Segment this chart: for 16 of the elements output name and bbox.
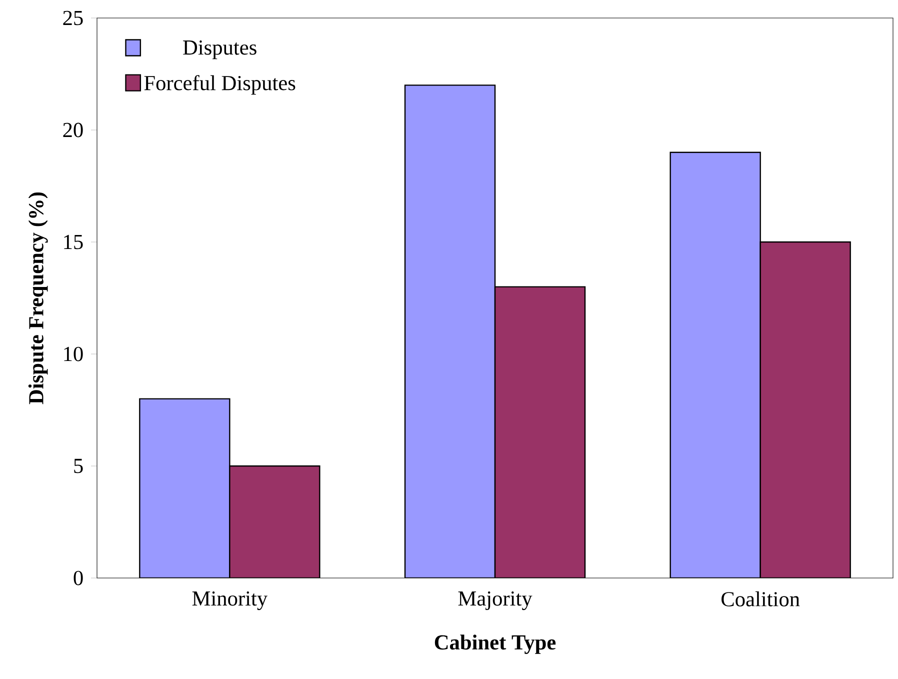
x-tick-label: Minority <box>192 591 268 610</box>
x-axis-title: Cabinet Type <box>434 634 556 654</box>
y-tick-label: 15 <box>64 234 83 250</box>
y-tick-label: 20 <box>63 122 83 138</box>
y-axis-title: Dispute Frequency (%) <box>28 192 48 404</box>
bar <box>404 84 496 578</box>
x-tick-label: Coalition <box>722 591 800 606</box>
bar <box>670 152 761 578</box>
y-tick-label: 10 <box>64 346 83 362</box>
y-tick-label: 25 <box>63 10 83 26</box>
y-tick-label: 0 <box>74 570 83 586</box>
x-tick-label: Majority <box>458 591 532 610</box>
y-tick-label: 5 <box>74 458 83 474</box>
bar <box>139 398 230 578</box>
legend-label: Forceful Disputes <box>144 75 296 95</box>
legend-label: Disputes <box>183 40 256 60</box>
